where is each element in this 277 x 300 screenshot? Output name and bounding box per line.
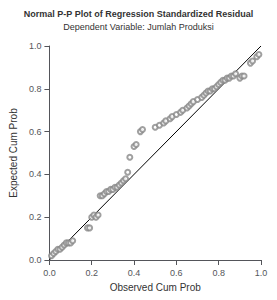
svg-text:0.8: 0.8 <box>212 268 225 278</box>
svg-text:Observed Cum Prob: Observed Cum Prob <box>110 282 202 293</box>
svg-text:0.0: 0.0 <box>43 268 56 278</box>
svg-text:Dependent Variable: Jumlah Pro: Dependent Variable: Jumlah Produksi <box>63 22 213 32</box>
svg-text:0.0: 0.0 <box>29 255 42 265</box>
svg-text:0.2: 0.2 <box>29 212 42 222</box>
svg-text:1.0: 1.0 <box>29 41 42 51</box>
svg-text:0.6: 0.6 <box>170 268 183 278</box>
svg-text:0.4: 0.4 <box>128 268 141 278</box>
svg-text:0.6: 0.6 <box>29 127 42 137</box>
svg-text:0.4: 0.4 <box>29 169 42 179</box>
svg-text:Normal P-P Plot of Regression: Normal P-P Plot of Regression Standardiz… <box>24 9 253 19</box>
svg-text:Expected Cum Prob: Expected Cum Prob <box>8 108 19 198</box>
svg-text:0.2: 0.2 <box>85 268 98 278</box>
svg-text:0.8: 0.8 <box>29 84 42 94</box>
svg-text:1.0: 1.0 <box>255 268 268 278</box>
